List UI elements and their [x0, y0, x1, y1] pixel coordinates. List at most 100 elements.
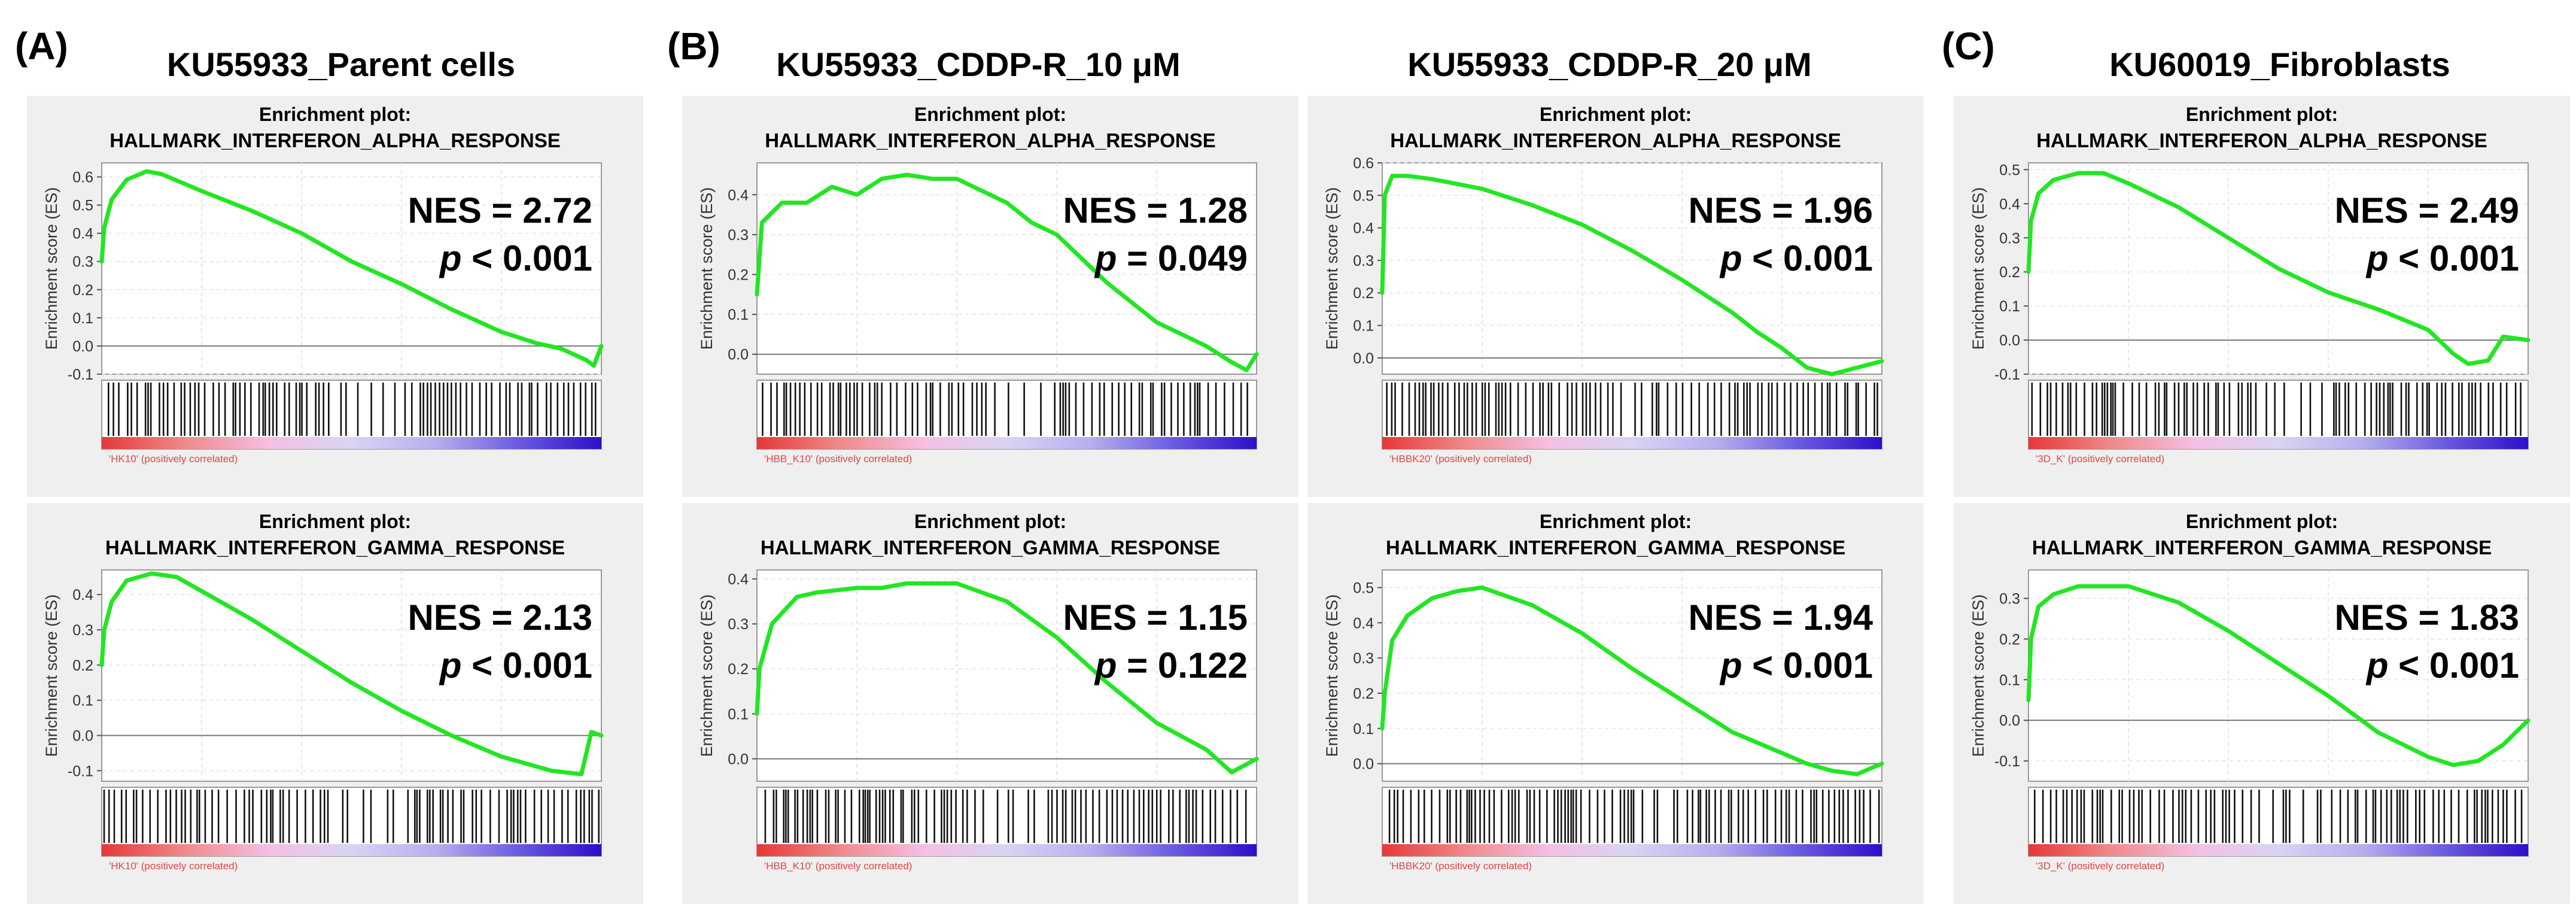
- rank-label: 'HK10' (positively correlated): [109, 860, 238, 872]
- y-tick-label: 0.1: [72, 693, 93, 709]
- y-tick-label: 0.1: [728, 706, 749, 723]
- enrichment-plot-svg: Enrichment plot: HALLMARK_INTERFERON_ALPH…: [1323, 104, 1884, 465]
- plot-area: [1382, 569, 1882, 782]
- y-tick-label: 0.3: [728, 616, 749, 633]
- y-tick-label: 0.4: [72, 226, 93, 242]
- p-value-label: p < 0.001: [2365, 238, 2519, 278]
- rank-label: 'HK10' (positively correlated): [109, 453, 238, 465]
- plot-area: [756, 569, 1257, 782]
- y-tick-label: 0.1: [1999, 298, 2020, 315]
- ranked-list-ramp: [102, 437, 601, 449]
- p-symbol: p: [1719, 238, 1742, 278]
- y-tick-label: 0.0: [72, 338, 93, 355]
- y-tick-label: 0.4: [72, 587, 93, 603]
- p-symbol: p: [1094, 645, 1117, 685]
- plot-header: Enrichment plot:: [2186, 104, 2338, 125]
- ranked-list-ramp: [2028, 844, 2528, 856]
- y-tick-label: 0.2: [728, 266, 749, 283]
- enrichment-panel-4: Enrichment plot: HALLMARK_INTERFERON_ALPH…: [1954, 96, 2570, 497]
- plot-header: Enrichment plot:: [1540, 511, 1692, 532]
- p-value-text: < 0.001: [1742, 645, 1873, 685]
- y-tick-label: 0.2: [1353, 285, 1374, 302]
- enrichment-panel-7: Enrichment plot: HALLMARK_INTERFERON_GAMM…: [1307, 503, 1924, 904]
- nes-label: NES = 1.15: [1063, 597, 1248, 638]
- column-title-2: KU55933_CDDP-R_10 μM: [776, 46, 1181, 83]
- enrichment-plot-svg: Enrichment plot: HALLMARK_INTERFERON_ALPH…: [1969, 104, 2531, 465]
- y-axis-label: Enrichment score (ES): [1323, 594, 1341, 757]
- y-tick-label: 0.2: [1999, 631, 2020, 648]
- figure-label-c: (C): [1942, 25, 1995, 68]
- y-tick-label: 0.4: [728, 571, 749, 588]
- y-tick-label: 0.0: [1353, 756, 1374, 773]
- ranked-list-ramp: [2028, 437, 2528, 449]
- y-tick-label: 0.2: [728, 661, 749, 678]
- enrichment-curve: [2026, 171, 2531, 366]
- y-tick-label: 0.5: [1353, 187, 1374, 204]
- enrichment-curve: [99, 571, 604, 776]
- ranked-list-ramp: [1382, 844, 1882, 856]
- enrichment-plot-svg: Enrichment plot: HALLMARK_INTERFERON_GAMM…: [42, 511, 604, 872]
- enrichment-panel-6: Enrichment plot: HALLMARK_INTERFERON_GAMM…: [682, 503, 1298, 904]
- p-value-text: < 0.001: [2388, 645, 2519, 685]
- enrichment-curve: [1380, 585, 1884, 776]
- ranked-list-ramp: [757, 844, 1257, 856]
- y-tick-label: 0.4: [1999, 196, 2020, 213]
- y-tick-label: 0.1: [72, 310, 93, 327]
- y-tick-label: 0.4: [1353, 615, 1374, 632]
- nes-label: NES = 1.83: [2334, 597, 2519, 638]
- enrichment-plot-svg: Enrichment plot: HALLMARK_INTERFERON_ALPH…: [698, 104, 1259, 465]
- enrichment-panel-2: Enrichment plot: HALLMARK_INTERFERON_ALPH…: [682, 96, 1298, 497]
- y-tick-label: 0.5: [1353, 580, 1374, 596]
- plot-title: HALLMARK_INTERFERON_ALPHA_RESPONSE: [1390, 129, 1841, 151]
- ranked-list-ramp: [102, 844, 601, 856]
- p-value-text: < 0.001: [461, 645, 592, 685]
- p-value-label: p < 0.001: [439, 645, 592, 685]
- plot-header: Enrichment plot:: [259, 511, 411, 532]
- p-value-text: < 0.001: [1742, 238, 1873, 278]
- enrichment-panel-5: Enrichment plot: HALLMARK_INTERFERON_GAMM…: [27, 503, 643, 904]
- enrichment-plot-svg: Enrichment plot: HALLMARK_INTERFERON_GAMM…: [698, 511, 1259, 872]
- enrichment-curve: [1380, 174, 1884, 377]
- y-tick-label: 0.1: [1353, 721, 1374, 738]
- plot-header: Enrichment plot:: [914, 104, 1066, 125]
- p-value-label: p < 0.001: [1719, 238, 1873, 278]
- p-value-label: p < 0.001: [1719, 645, 1873, 685]
- plot-title: HALLMARK_INTERFERON_GAMMA_RESPONSE: [105, 536, 565, 559]
- y-axis-label: Enrichment score (ES): [42, 187, 60, 350]
- y-axis-label: Enrichment score (ES): [1969, 187, 1987, 350]
- y-tick-label: 0.3: [1353, 253, 1374, 269]
- enrichment-curve: [755, 172, 1259, 372]
- plot-header: Enrichment plot:: [914, 511, 1066, 532]
- nes-label: NES = 2.13: [407, 597, 592, 638]
- column-title-3: KU55933_CDDP-R_20 μM: [1407, 46, 1812, 83]
- y-tick-label: 0.3: [72, 622, 93, 639]
- y-tick-label: 0.3: [72, 254, 93, 271]
- y-tick-label: 0.0: [728, 347, 749, 363]
- enrichment-panel-1: Enrichment plot: HALLMARK_INTERFERON_ALPH…: [27, 96, 643, 497]
- y-tick-label: 0.2: [72, 657, 93, 674]
- p-symbol: p: [2365, 645, 2389, 685]
- y-tick-label: -0.1: [68, 366, 93, 383]
- ranked-list-ramp: [1382, 437, 1882, 449]
- figure-label-b: (B): [667, 25, 720, 68]
- plot-title: HALLMARK_INTERFERON_ALPHA_RESPONSE: [2036, 129, 2487, 151]
- y-axis-label: Enrichment score (ES): [698, 187, 716, 350]
- rank-label: '3D_K' (positively correlated): [2036, 453, 2164, 465]
- y-tick-label: -0.1: [1994, 753, 2020, 770]
- y-tick-label: 0.1: [1999, 672, 2020, 688]
- p-value-label: p = 0.049: [1094, 238, 1248, 278]
- plot-header: Enrichment plot:: [259, 104, 411, 125]
- y-axis-label: Enrichment score (ES): [698, 594, 716, 757]
- y-axis-label: Enrichment score (ES): [1969, 594, 1987, 757]
- y-tick-label: 0.0: [1353, 350, 1374, 367]
- plot-area: [1382, 162, 1882, 375]
- p-symbol: p: [439, 238, 462, 278]
- y-tick-label: 0.3: [1999, 591, 2020, 608]
- y-tick-label: 0.3: [1999, 230, 2020, 247]
- y-tick-label: 0.0: [728, 751, 749, 768]
- y-axis-label: Enrichment score (ES): [42, 594, 60, 757]
- column-title-1: KU55933_Parent cells: [166, 46, 516, 83]
- p-symbol: p: [1094, 238, 1117, 278]
- y-tick-label: 0.4: [1353, 220, 1374, 237]
- enrichment-plot-svg: Enrichment plot: HALLMARK_INTERFERON_GAMM…: [1969, 511, 2531, 872]
